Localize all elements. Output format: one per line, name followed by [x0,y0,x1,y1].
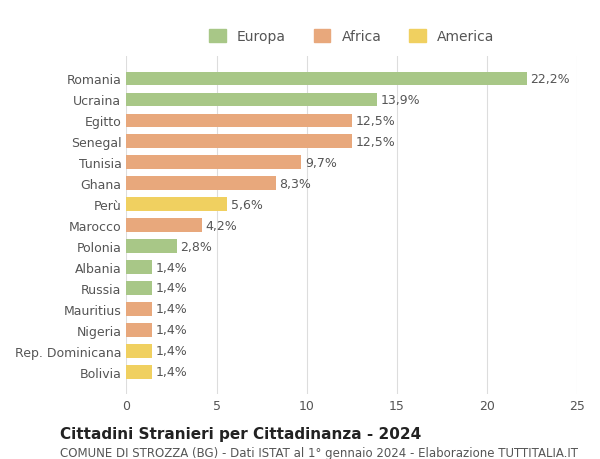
Bar [127,261,152,274]
Text: 1,4%: 1,4% [155,303,187,316]
Bar [127,135,352,149]
Bar [127,302,152,316]
Bar [127,156,301,170]
Text: 1,4%: 1,4% [155,345,187,358]
Text: 4,2%: 4,2% [206,219,238,232]
Text: 1,4%: 1,4% [155,282,187,295]
Bar [127,177,276,190]
Bar [127,365,152,379]
Text: 13,9%: 13,9% [380,94,420,106]
Text: 1,4%: 1,4% [155,324,187,336]
Bar [127,323,152,337]
Text: 8,3%: 8,3% [280,177,311,190]
Text: 2,8%: 2,8% [181,240,212,253]
Text: COMUNE DI STROZZA (BG) - Dati ISTAT al 1° gennaio 2024 - Elaborazione TUTTITALIA: COMUNE DI STROZZA (BG) - Dati ISTAT al 1… [60,446,578,459]
Bar [127,219,202,232]
Text: Cittadini Stranieri per Cittadinanza - 2024: Cittadini Stranieri per Cittadinanza - 2… [60,425,421,441]
Legend: Europa, Africa, America: Europa, Africa, America [209,30,494,45]
Bar [127,93,377,107]
Text: 1,4%: 1,4% [155,365,187,379]
Text: 9,7%: 9,7% [305,157,337,169]
Bar [127,281,152,295]
Bar [127,114,352,128]
Bar [127,198,227,212]
Text: 1,4%: 1,4% [155,261,187,274]
Text: 12,5%: 12,5% [355,115,395,128]
Text: 22,2%: 22,2% [530,73,570,86]
Bar [127,344,152,358]
Bar [127,73,527,86]
Text: 12,5%: 12,5% [355,135,395,148]
Text: 5,6%: 5,6% [231,198,263,211]
Bar [127,240,177,253]
